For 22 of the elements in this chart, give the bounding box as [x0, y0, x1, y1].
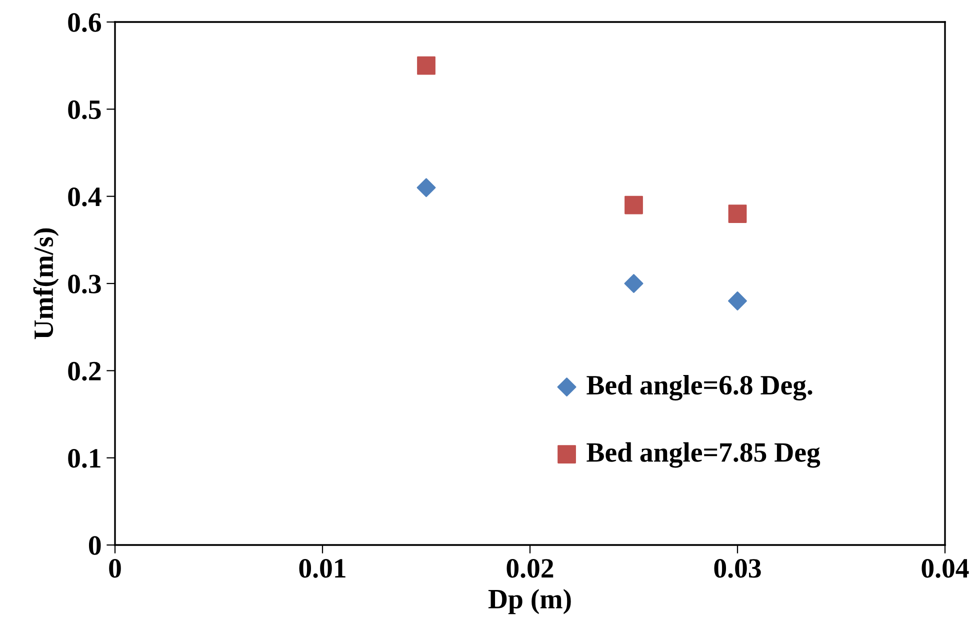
point: [416, 178, 436, 198]
point: [624, 196, 643, 214]
x-tick-label: 0.02: [506, 558, 554, 578]
y-tick-label: 0.1: [68, 449, 100, 468]
x-axis-title: Dp (m): [488, 588, 571, 614]
x-tick-label: 0.04: [922, 558, 969, 578]
point: [624, 274, 644, 293]
y-tick-label: 0.5: [68, 100, 101, 120]
point: [417, 56, 436, 75]
y-tick-label: 0: [88, 536, 101, 555]
x-tick-label: 0: [109, 558, 121, 578]
x-tick-label: 0.01: [299, 558, 346, 578]
y-axis-title: Umf(m/s): [33, 228, 59, 340]
y-tick-label: 0.3: [68, 274, 101, 294]
y-tick-label: 0.2: [68, 362, 101, 381]
y-tick-label: 0.6: [68, 13, 101, 32]
x-tick-label: 0.03: [714, 558, 761, 578]
point: [728, 204, 747, 223]
point: [728, 291, 747, 310]
legend-label: Bed angle=7.85 Deg: [586, 442, 820, 468]
legend-label: Bed angle=6.8 Deg.: [586, 375, 812, 400]
y-tick-label: 0.4: [68, 188, 102, 206]
